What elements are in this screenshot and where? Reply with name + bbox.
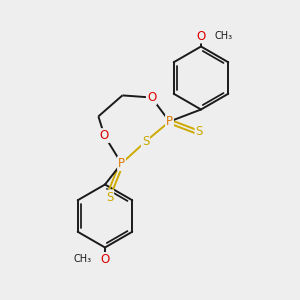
Text: S: S bbox=[196, 125, 203, 138]
Text: P: P bbox=[166, 115, 173, 128]
Text: P: P bbox=[118, 157, 125, 170]
Text: O: O bbox=[100, 253, 109, 266]
Text: CH₃: CH₃ bbox=[214, 31, 232, 41]
Text: O: O bbox=[100, 129, 109, 142]
Text: S: S bbox=[142, 135, 149, 148]
Text: O: O bbox=[147, 91, 156, 104]
Text: S: S bbox=[106, 190, 113, 204]
Text: CH₃: CH₃ bbox=[74, 254, 92, 265]
Text: O: O bbox=[196, 29, 206, 43]
